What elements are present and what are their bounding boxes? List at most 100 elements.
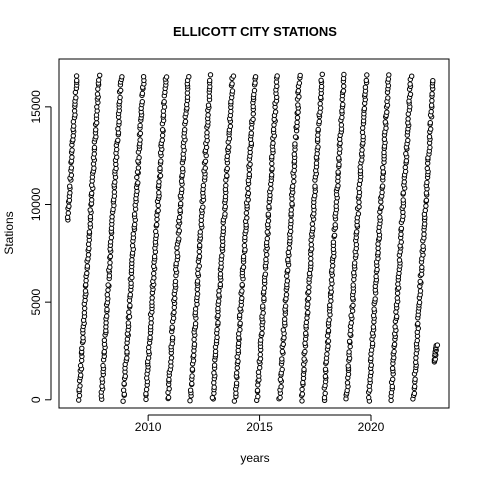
data-point-series-11 <box>288 217 294 224</box>
data-point-series-13 <box>341 83 347 89</box>
data-point-series-7 <box>191 336 197 343</box>
data-point-series-5 <box>154 216 160 223</box>
data-point-series-17 <box>423 190 430 196</box>
data-point-series-15 <box>383 125 389 131</box>
data-point-series-2 <box>95 86 101 92</box>
data-point-series-17 <box>413 355 419 361</box>
data-point-series-12 <box>299 386 305 393</box>
data-point-series-8 <box>215 305 221 312</box>
data-point-series-2 <box>77 383 83 389</box>
data-point-series-9 <box>246 171 253 178</box>
data-point-series-5 <box>151 263 157 270</box>
data-point-series-9 <box>241 242 248 249</box>
data-point-series-2 <box>85 252 92 258</box>
data-point-series-17 <box>423 197 430 204</box>
data-point-series-2 <box>93 127 99 133</box>
data-point-series-4 <box>123 344 130 351</box>
data-point-series-8 <box>227 123 234 130</box>
data-point-series-9 <box>245 190 252 197</box>
data-point-series-3 <box>115 126 121 132</box>
data-point-series-7 <box>189 366 196 372</box>
data-point-series-14 <box>350 302 356 309</box>
data-point-series-12 <box>310 225 316 232</box>
data-point-series-17 <box>415 320 421 327</box>
data-point-series-17 <box>416 299 423 306</box>
data-point-series-16 <box>409 73 415 79</box>
data-point-series-5 <box>149 295 155 301</box>
data-point-series-9 <box>250 111 257 117</box>
data-point-series-16 <box>395 281 401 287</box>
data-point-series-4 <box>120 387 127 393</box>
data-point-series-14 <box>348 312 354 319</box>
data-point-series-15 <box>373 273 379 280</box>
data-point-series-10 <box>259 330 265 336</box>
data-point-series-11 <box>288 207 294 213</box>
data-point-series-7 <box>205 102 212 108</box>
data-point-series-9 <box>250 116 256 123</box>
data-point-series-7 <box>200 182 207 189</box>
data-point-series-2 <box>87 207 93 213</box>
data-point-series-5 <box>157 173 164 179</box>
data-point-series-5 <box>155 207 161 214</box>
data-point-series-15 <box>375 241 381 247</box>
data-point-series-13 <box>336 155 342 161</box>
data-point-series-8 <box>216 298 222 304</box>
data-point-series-16 <box>407 91 414 98</box>
data-point-series-13 <box>328 298 334 304</box>
data-point-series-7 <box>196 263 203 269</box>
data-point-series-8 <box>224 153 231 160</box>
data-point-series-5 <box>156 190 162 196</box>
data-point-series-10 <box>269 154 275 160</box>
data-point-series-14 <box>360 125 366 131</box>
x-tick-label: 2010 <box>135 420 162 434</box>
data-point-series-12 <box>312 183 318 189</box>
data-point-series-12 <box>308 255 314 262</box>
data-point-series-11 <box>285 267 291 273</box>
data-point-series-15 <box>374 266 380 273</box>
data-point-series-10 <box>260 303 266 309</box>
data-point-series-9 <box>251 87 258 94</box>
data-point-series-4 <box>131 211 138 217</box>
data-point-series-8 <box>214 334 220 341</box>
data-point-series-8 <box>217 281 224 288</box>
data-point-series-13 <box>328 277 335 283</box>
data-point-series-14 <box>359 129 366 136</box>
data-point-series-8 <box>222 211 228 217</box>
data-point-series-9 <box>237 327 243 333</box>
data-point-series-15 <box>371 306 377 312</box>
data-point-series-6 <box>178 200 184 207</box>
data-point-series-17 <box>421 231 427 237</box>
data-point-series-3 <box>99 376 105 382</box>
data-point-series-12 <box>305 295 312 302</box>
chart-title: ELLICOTT CITY STATIONS <box>173 24 337 39</box>
data-point-series-6 <box>179 166 186 172</box>
data-point-series-17 <box>412 383 418 390</box>
data-point-series-12 <box>299 398 305 404</box>
data-point-series-3 <box>101 337 108 343</box>
data-point-series-7 <box>200 204 206 210</box>
data-point-series-8 <box>216 288 222 294</box>
data-point-series-10 <box>274 83 280 90</box>
data-point-series-4 <box>132 221 138 228</box>
data-point-series-2 <box>85 241 92 247</box>
data-point-series-17 <box>419 264 425 270</box>
data-point-series-2 <box>94 91 101 97</box>
data-point-series-1 <box>71 123 77 129</box>
data-point-series-6 <box>172 295 178 302</box>
data-point-series-3 <box>104 292 111 298</box>
data-point-series-3 <box>100 362 106 369</box>
data-point-series-7 <box>206 93 213 99</box>
data-point-series-10 <box>269 165 275 172</box>
data-point-series-15 <box>384 109 390 115</box>
data-point-series-13 <box>338 122 345 128</box>
data-point-series-7 <box>196 248 203 255</box>
data-point-series-14 <box>362 84 369 90</box>
data-point-series-3 <box>107 239 114 245</box>
data-point-series-4 <box>124 355 130 361</box>
data-point-series-14 <box>359 147 365 153</box>
data-point-series-10 <box>270 140 276 146</box>
data-point-series-10 <box>258 337 264 343</box>
data-point-series-16 <box>405 137 411 144</box>
data-point-series-6 <box>166 386 172 392</box>
